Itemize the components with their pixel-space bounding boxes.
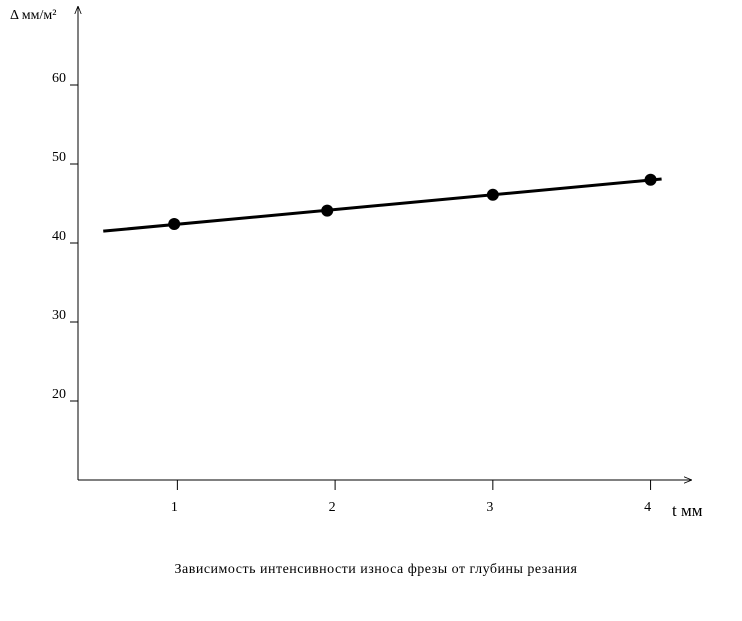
y-tick-label: 60 — [52, 71, 66, 86]
y-tick-label: 20 — [52, 387, 66, 402]
caption: Зависимость интенсивности износа фрезы о… — [175, 562, 578, 577]
x-tick-label: 2 — [329, 500, 336, 515]
y-axis-label: Δ мм/м² — [10, 8, 56, 23]
data-point — [644, 173, 657, 186]
data-point — [486, 188, 499, 201]
trend-line — [103, 177, 662, 233]
data-point — [321, 204, 334, 217]
data-point — [168, 218, 181, 231]
y-tick-label: 40 — [52, 229, 66, 244]
x-tick-label: 3 — [486, 500, 493, 515]
y-tick-label: 50 — [52, 150, 66, 165]
x-axis-label: t мм — [672, 501, 703, 520]
x-tick-label: 4 — [644, 500, 651, 515]
x-tick-label: 1 — [171, 500, 178, 515]
y-tick-label: 30 — [52, 308, 66, 323]
